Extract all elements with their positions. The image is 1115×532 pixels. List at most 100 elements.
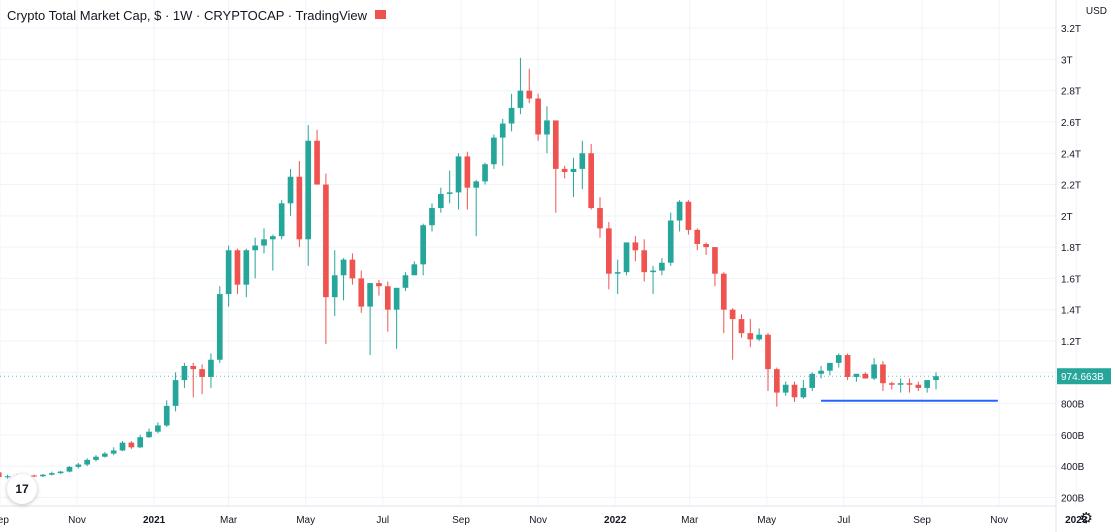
candle-body — [93, 456, 99, 460]
candle — [438, 187, 444, 213]
tradingview-logo-icon[interactable]: 17 — [7, 474, 37, 504]
candle-body — [190, 366, 197, 370]
candle-body — [66, 466, 73, 472]
candle-body — [84, 459, 90, 465]
y-tick-label: 2.6T — [1061, 118, 1081, 129]
candle-body — [172, 380, 179, 406]
candles-group — [0, 57, 939, 479]
candle — [491, 134, 497, 169]
candle-body — [703, 243, 709, 248]
candle — [128, 441, 135, 449]
candle-body — [791, 384, 798, 398]
x-tick-label: Sep — [452, 515, 470, 526]
candle — [782, 381, 789, 396]
x-tick-label: Jul — [376, 515, 389, 526]
candle — [420, 223, 426, 276]
candle — [888, 381, 895, 390]
candle-body — [809, 373, 816, 388]
candle-body — [641, 250, 648, 273]
currency-selector[interactable]: USD — [1086, 6, 1107, 17]
x-tick-label: Nov — [529, 515, 547, 526]
candle-body — [57, 471, 64, 474]
candle — [331, 250, 338, 316]
candle — [358, 270, 365, 313]
candle-body — [729, 309, 736, 320]
candle — [137, 434, 144, 449]
candle — [570, 157, 577, 198]
candle-body — [340, 259, 347, 276]
candle-body — [225, 250, 232, 295]
candle-body — [871, 364, 877, 379]
candle-body — [48, 473, 55, 475]
candle — [906, 378, 913, 393]
candle — [623, 242, 630, 276]
x-tick-label: May — [296, 515, 315, 526]
candle — [747, 319, 754, 348]
candle — [703, 242, 709, 255]
candle — [287, 168, 294, 216]
candle-body — [261, 239, 267, 246]
x-tick-label: 2022 — [604, 515, 627, 526]
candle-body — [331, 275, 338, 298]
y-tick-label: 2.8T — [1061, 87, 1081, 98]
candle — [455, 153, 462, 210]
y-tick-label: 3.2T — [1061, 24, 1081, 35]
candle — [243, 248, 250, 298]
candle-body — [296, 176, 303, 240]
candle-body — [208, 359, 214, 377]
candle — [155, 422, 161, 434]
candle — [499, 118, 506, 166]
x-tick-label: May — [757, 515, 776, 526]
candle-body — [384, 286, 391, 310]
candle — [712, 247, 718, 287]
candle-body — [278, 203, 285, 237]
candle — [579, 140, 586, 190]
candle-body — [659, 262, 665, 271]
candle — [933, 372, 939, 390]
x-tick-label: 2023 — [1065, 515, 1088, 526]
candle — [827, 362, 833, 376]
candle-body — [694, 229, 701, 244]
candle-body — [526, 90, 533, 99]
candle — [314, 129, 320, 185]
candle — [270, 234, 276, 271]
candle — [676, 200, 683, 232]
candle — [517, 57, 524, 115]
candle — [729, 308, 736, 360]
candle — [544, 106, 550, 154]
candle-body — [853, 373, 860, 377]
candle — [48, 471, 55, 476]
x-tick-label: 2021 — [143, 515, 166, 526]
candle — [588, 143, 594, 210]
candle — [835, 353, 842, 368]
candle-body — [818, 370, 824, 374]
candle — [862, 372, 869, 379]
y-tick-label: 2T — [1061, 212, 1073, 223]
candle — [844, 353, 851, 381]
candle-body — [888, 383, 895, 385]
y-tick-label: 3T — [1061, 55, 1073, 66]
candle — [659, 258, 665, 276]
candle-body — [517, 90, 524, 108]
candle-body — [915, 384, 922, 388]
y-tick-label: 600B — [1061, 431, 1085, 442]
candle-body — [800, 387, 807, 398]
gear-icon[interactable]: ⚙ — [1079, 510, 1093, 527]
y-tick-label: 1.6T — [1061, 274, 1081, 285]
candle-body — [31, 475, 37, 477]
candle-body — [738, 319, 745, 334]
candle — [614, 259, 621, 295]
candle — [897, 378, 904, 393]
flag-icon[interactable] — [375, 10, 387, 19]
candle-body — [897, 383, 904, 385]
candle — [880, 361, 886, 392]
last-price-label: 974.663B — [1061, 372, 1104, 383]
candle-body — [314, 140, 320, 185]
candle — [482, 162, 488, 185]
candle — [376, 279, 382, 296]
x-tick-label: Nov — [68, 515, 86, 526]
candle-body — [411, 264, 418, 276]
candle-body — [844, 355, 851, 377]
x-tick-label: Jul — [837, 515, 850, 526]
